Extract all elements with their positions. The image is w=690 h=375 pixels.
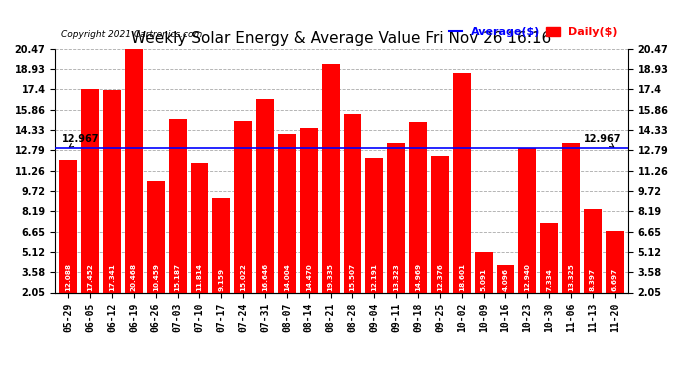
- Title: Weekly Solar Energy & Average Value Fri Nov 26 16:16: Weekly Solar Energy & Average Value Fri …: [131, 31, 552, 46]
- Bar: [584, 209, 602, 292]
- Bar: [213, 198, 230, 292]
- Bar: [475, 252, 493, 292]
- Legend: Average($), Daily($): Average($), Daily($): [444, 22, 622, 42]
- Text: Copyright 2021 Cartronics.com: Copyright 2021 Cartronics.com: [61, 30, 202, 39]
- Text: 15.022: 15.022: [240, 262, 246, 291]
- Bar: [322, 64, 339, 292]
- Bar: [344, 114, 362, 292]
- Bar: [81, 88, 99, 292]
- Bar: [278, 134, 296, 292]
- Text: 12.376: 12.376: [437, 262, 443, 291]
- Text: 7.334: 7.334: [546, 268, 552, 291]
- Text: 12.088: 12.088: [66, 262, 71, 291]
- Text: 15.187: 15.187: [175, 262, 181, 291]
- Text: 14.004: 14.004: [284, 263, 290, 291]
- Text: 18.601: 18.601: [459, 262, 465, 291]
- Bar: [234, 121, 252, 292]
- Text: 12.967: 12.967: [62, 134, 99, 147]
- Bar: [431, 156, 449, 292]
- Bar: [409, 122, 427, 292]
- Bar: [299, 128, 317, 292]
- Text: 13.323: 13.323: [393, 263, 400, 291]
- Bar: [147, 181, 165, 292]
- Bar: [497, 266, 515, 292]
- Text: 14.969: 14.969: [415, 262, 421, 291]
- Bar: [518, 148, 536, 292]
- Bar: [59, 160, 77, 292]
- Bar: [125, 49, 143, 292]
- Text: 9.159: 9.159: [218, 267, 224, 291]
- Bar: [168, 118, 186, 292]
- Text: 5.091: 5.091: [481, 267, 486, 291]
- Bar: [190, 163, 208, 292]
- Text: 20.468: 20.468: [131, 262, 137, 291]
- Bar: [453, 74, 471, 292]
- Text: 17.452: 17.452: [87, 262, 93, 291]
- Text: 6.697: 6.697: [612, 267, 618, 291]
- Text: 14.470: 14.470: [306, 263, 312, 291]
- Bar: [256, 99, 274, 292]
- Text: 16.646: 16.646: [262, 262, 268, 291]
- Bar: [562, 143, 580, 292]
- Text: 12.967: 12.967: [584, 134, 621, 147]
- Text: 13.325: 13.325: [568, 262, 574, 291]
- Text: 17.341: 17.341: [109, 263, 115, 291]
- Bar: [606, 231, 624, 292]
- Bar: [366, 158, 384, 292]
- Bar: [387, 143, 405, 292]
- Text: 4.096: 4.096: [502, 267, 509, 291]
- Text: 10.459: 10.459: [152, 262, 159, 291]
- Text: 11.814: 11.814: [197, 262, 202, 291]
- Text: 15.507: 15.507: [349, 262, 355, 291]
- Text: 19.335: 19.335: [328, 262, 334, 291]
- Bar: [540, 223, 558, 292]
- Text: 12.940: 12.940: [524, 262, 531, 291]
- Bar: [103, 90, 121, 292]
- Text: 12.191: 12.191: [371, 262, 377, 291]
- Text: 8.397: 8.397: [590, 267, 596, 291]
